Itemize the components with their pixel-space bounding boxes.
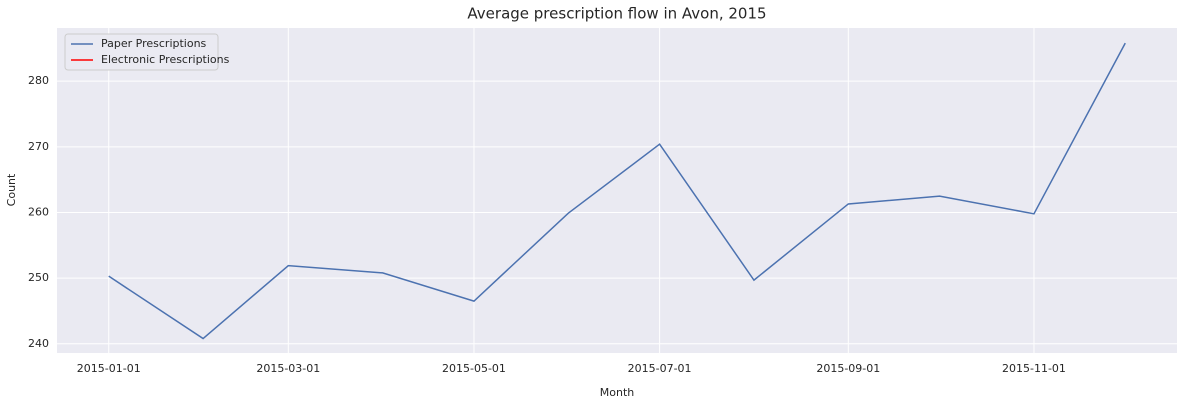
x-axis-label: Month — [600, 386, 635, 399]
x-tick-label: 2015-03-01 — [256, 362, 320, 375]
y-tick-label: 260 — [28, 205, 49, 218]
x-tick-label: 2015-01-01 — [77, 362, 141, 375]
legend-box — [64, 33, 219, 71]
legend-label: Electronic Prescriptions — [101, 53, 230, 66]
y-tick-label: 280 — [28, 74, 49, 87]
x-tick-label: 2015-09-01 — [816, 362, 880, 375]
legend: Paper Prescriptions Electronic Prescripti… — [64, 33, 230, 71]
y-tick-label: 270 — [28, 140, 49, 153]
legend-label: Paper Prescriptions — [101, 37, 207, 50]
x-tick-label: 2015-05-01 — [442, 362, 506, 375]
y-tick-label: 250 — [28, 271, 49, 284]
x-tick-label: 2015-07-01 — [628, 362, 692, 375]
data-line — [108, 42, 1126, 340]
chart-title: Average prescription flow in Avon, 2015 — [467, 5, 766, 23]
y-tick-label: 240 — [28, 337, 49, 350]
x-tick-label: 2015-11-01 — [1002, 362, 1066, 375]
y-axis-label: Count — [5, 173, 18, 206]
plot-area — [57, 28, 1177, 353]
